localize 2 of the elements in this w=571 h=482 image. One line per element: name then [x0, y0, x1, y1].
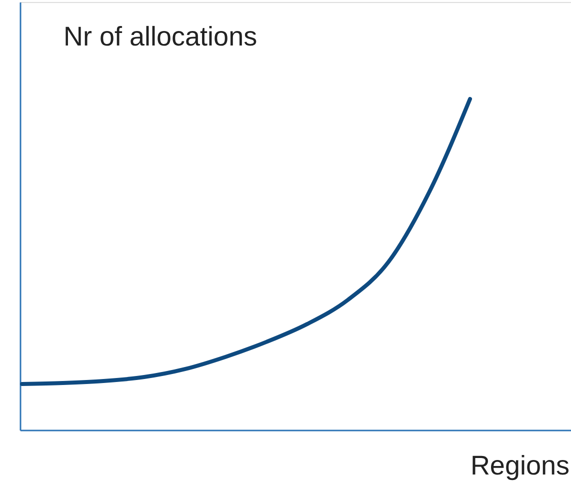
x-axis-title: Regions: [470, 450, 570, 480]
y-axis-title: Nr of allocations: [64, 22, 258, 52]
